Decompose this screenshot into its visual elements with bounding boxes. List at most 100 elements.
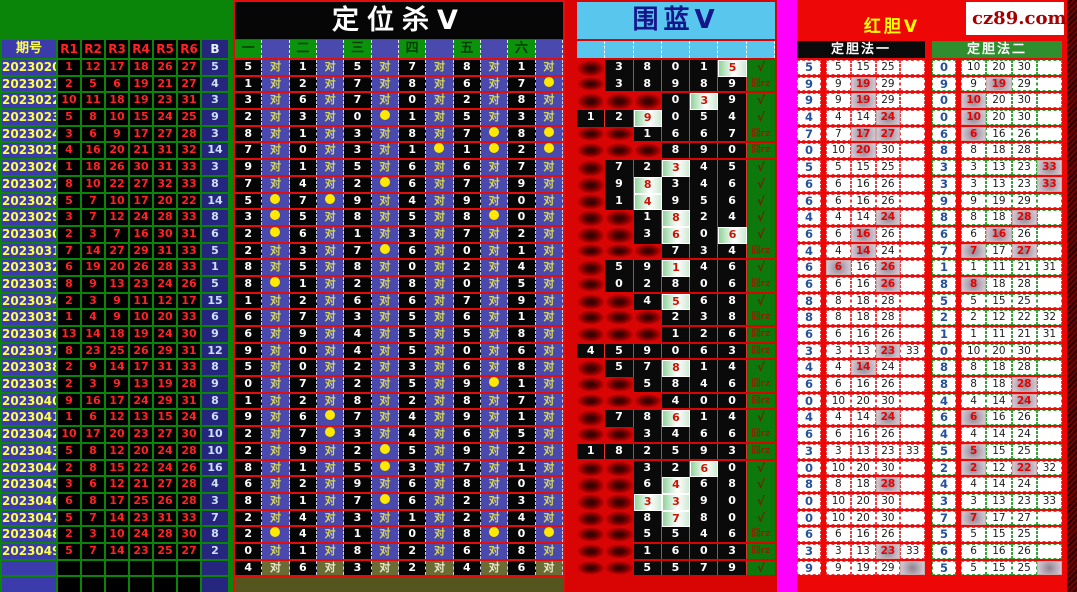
red-ball-cell: 10 [106, 193, 128, 209]
blue-candidate-cell: 3 [633, 226, 662, 244]
site-logo[interactable]: cz89.com [966, 2, 1067, 35]
kill-digit-cell: 2 [453, 93, 481, 109]
bold-candidate-cell: 4 [961, 477, 987, 492]
bold-method-row: 3 3 13 23 33 [797, 443, 925, 459]
kill-digit-cell: 9 [508, 176, 536, 192]
kill-result-cell [371, 243, 399, 259]
bold-candidate-cell: 3 [961, 160, 987, 175]
kill-result-cell: 对 [371, 160, 399, 175]
bold-candidate-cell: 10 [826, 510, 851, 526]
lead-digit-cell: 9 [797, 76, 821, 92]
blue-candidate-cell: 2 [661, 460, 691, 478]
bold-candidate-cell: 20 [850, 510, 876, 526]
bold-candidate-cell: 29 [1011, 193, 1037, 209]
red-bold-title: 红胆V [863, 17, 921, 37]
hidden-cell [605, 126, 634, 142]
kill-digit-cell: 2 [235, 243, 263, 259]
bold-candidate-cell: 28 [1011, 276, 1037, 292]
kill-result-cell: 对 [535, 560, 563, 576]
bold-candidate-cell: 4 [961, 393, 987, 409]
kill-digit-cell: 8 [453, 393, 481, 409]
lead-digit-cell: 5 [797, 60, 821, 75]
lead-digit-cell: 5 [932, 527, 956, 542]
result-cell: √ [746, 110, 775, 127]
kill-result-cell: 对 [535, 210, 563, 225]
lead-digit-cell: 3 [797, 543, 821, 559]
hidden-cell [605, 93, 634, 111]
bold-candidate-cell: 20 [850, 493, 876, 509]
kill-result-cell: 对 [535, 276, 563, 292]
miss-ball-icon [325, 427, 336, 438]
kill-result-cell: 对 [426, 276, 454, 292]
hidden-cell [577, 93, 606, 111]
kill-digit-cell: 5 [399, 343, 427, 359]
kill-result-cell: 对 [481, 110, 509, 125]
kill-result-cell: 对 [481, 243, 509, 259]
blue-candidate-cell: 1 [690, 360, 719, 378]
kill-digit-cell: 2 [289, 477, 317, 492]
kill-digit-cell: 6 [235, 477, 263, 492]
kill-digit-cell: 2 [508, 226, 536, 242]
bold-method-row: 3 3 13 23 33 [797, 343, 925, 359]
bold-method-row: 4 4 14 24 [797, 210, 925, 225]
bold-method-row: 4 4 14 24 [932, 427, 1062, 442]
bold-candidate-cell [900, 460, 925, 476]
bold-method-row: 4 4 14 24 [797, 110, 925, 125]
blue-ball-cell: 14 [202, 193, 228, 209]
kill-result-cell [317, 410, 345, 426]
bold-candidate-cell [1036, 60, 1062, 75]
red-ball-cell: 8 [82, 443, 104, 459]
blue-candidate-cell: 6 [718, 377, 747, 392]
kill-digit-cell: 6 [453, 543, 481, 559]
kill-result-cell: 对 [371, 143, 399, 159]
kill-result-cell: 对 [426, 560, 454, 576]
bold-candidate-cell [1036, 410, 1062, 426]
issue-cell: 2023020 [2, 60, 56, 75]
red-ball-cell: 26 [106, 160, 128, 175]
blue-ball-cell: 3 [202, 160, 228, 175]
bold-hit-cell [1036, 560, 1062, 576]
bold-candidate-cell: 20 [850, 393, 876, 409]
red-ball-cell: 8 [58, 176, 80, 192]
draw-history-row: 2023024 3 6 9 17 27 28 3 [2, 126, 232, 142]
kill-digit-cell: 0 [453, 276, 481, 292]
blue-hit-cell: 5 [661, 293, 691, 311]
hidden-cell [577, 460, 606, 478]
position-header-spacer [481, 40, 509, 58]
red-ball-cell: 7 [106, 226, 128, 242]
kill-result-cell: 对 [262, 360, 290, 376]
red-ball-cell: 25 [130, 493, 152, 509]
blue-candidate-cell: 4 [690, 160, 719, 177]
red-ball-cell: 17 [106, 493, 128, 509]
result-cell: 囧rz [746, 443, 775, 459]
kill-result-cell: 对 [426, 460, 454, 476]
kill-digit-cell: 3 [235, 210, 263, 225]
blue-candidate-cell: 4 [718, 360, 747, 378]
bold-candidate-cell: 6 [826, 527, 851, 542]
kill-result-cell: 对 [262, 310, 290, 326]
blue-ball-cell: 6 [202, 226, 228, 242]
bold-hit-cell: 14 [850, 243, 876, 259]
hidden-cell [577, 410, 606, 428]
red-ball-cell: 17 [82, 427, 104, 442]
bold-candidate-cell: 6 [826, 327, 851, 342]
kill-result-cell: 对 [535, 243, 563, 259]
blue-hit-cell: 1 [661, 260, 691, 277]
issue-cell: 2023046 [2, 493, 56, 509]
blue-candidate-cell: 9 [661, 76, 691, 92]
blue-candidate-cell: 1 [633, 126, 662, 142]
blue-ball-cell: 15 [202, 293, 228, 309]
bold-candidate-cell [900, 527, 925, 542]
red-ball-cell: 32 [154, 176, 176, 192]
bold-candidate-cell [900, 126, 925, 142]
kill-digit-cell: 1 [289, 160, 317, 175]
lead-digit-cell: 0 [797, 393, 821, 409]
bold-candidate-cell: 6 [826, 377, 851, 392]
bold-hit-cell: 24 [875, 210, 901, 225]
bold-candidate-cell: 16 [986, 410, 1012, 426]
red-ball-cell: 8 [58, 343, 80, 359]
draw-history-row: 2023046 6 8 17 25 26 28 3 [2, 493, 232, 509]
red-ball-cell: 2 [58, 377, 80, 392]
lead-digit-cell: 7 [932, 243, 956, 259]
